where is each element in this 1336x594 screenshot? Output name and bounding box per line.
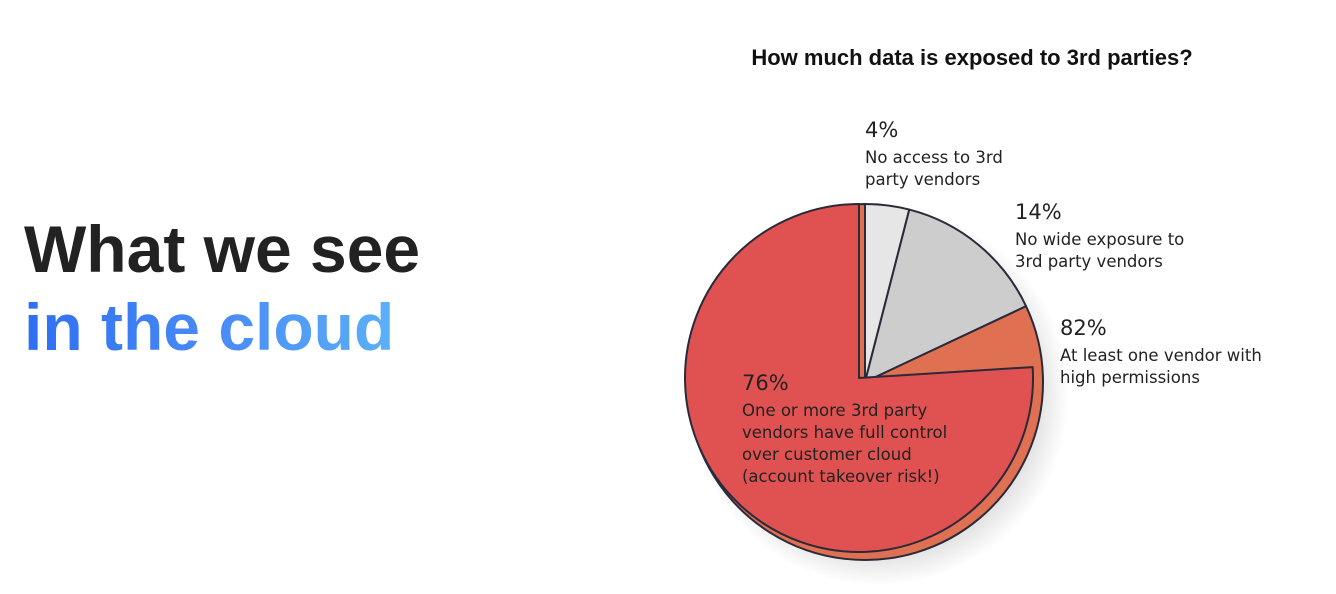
- label-high-permissions-line: high permissions: [1060, 368, 1200, 387]
- label-no-access: 4% No access to 3rd party vendors: [865, 118, 1003, 189]
- label-full-control-value: 76%: [742, 371, 789, 395]
- label-no-wide-exposure-value: 14%: [1015, 200, 1062, 224]
- label-full-control-line: vendors have full control: [742, 423, 947, 442]
- label-full-control-line: One or more 3rd party: [742, 401, 927, 420]
- headline: What we see in the cloud: [24, 210, 420, 366]
- label-no-wide-exposure-line: 3rd party vendors: [1015, 252, 1163, 271]
- label-no-wide-exposure: 14% No wide exposure to 3rd party vendors: [1015, 200, 1184, 271]
- slice-no-wide-exposure: [864, 208, 1028, 383]
- label-high-permissions-line: At least one vendor with: [1060, 346, 1262, 365]
- label-high-permissions-value: 82%: [1060, 316, 1107, 340]
- chart-title: How much data is exposed to 3rd parties?: [751, 45, 1192, 70]
- label-no-wide-exposure-line: No wide exposure to: [1015, 230, 1184, 249]
- label-full-control: 76% One or more 3rd party vendors have ful…: [742, 371, 947, 486]
- label-high-permissions: 82% At least one vendor with high permissi…: [1060, 316, 1262, 387]
- label-no-access-line: No access to 3rd: [865, 148, 1003, 167]
- headline-line-2: in the cloud: [24, 290, 395, 364]
- label-no-access-value: 4%: [865, 118, 898, 142]
- label-full-control-line: (account takeover risk!): [742, 467, 940, 486]
- slice-labels: 4% No access to 3rd party vendors 14% No wid…: [742, 118, 1262, 486]
- label-full-control-line: over customer cloud: [742, 445, 912, 464]
- headline-line-1: What we see: [24, 212, 421, 286]
- label-no-access-line: party vendors: [865, 170, 980, 189]
- pie-group: [684, 203, 1069, 586]
- slice-full-control: [684, 203, 1035, 553]
